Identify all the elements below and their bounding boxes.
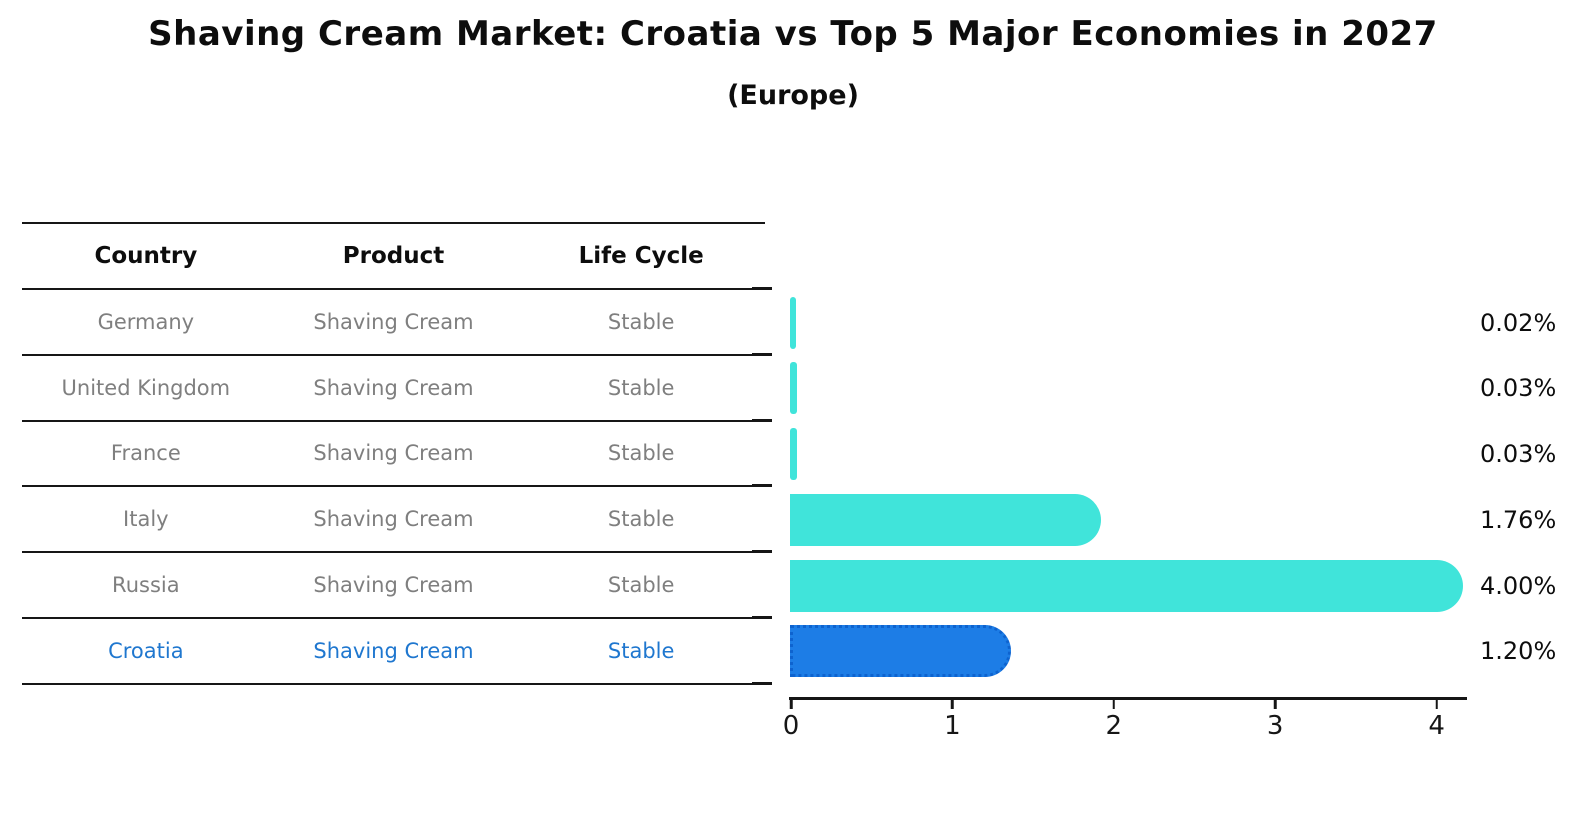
country-cell: France [110, 441, 181, 466]
country-cell: Russia [112, 573, 180, 598]
x-axis-tick [1112, 700, 1116, 709]
product-cell: Shaving Cream [313, 573, 474, 598]
product-cell: Shaving Cream [313, 638, 474, 663]
table-row-france: France Shaving Cream Stable [22, 419, 765, 486]
country-cell: Italy [123, 507, 169, 532]
table-row-russia: Russia Shaving Cream Stable [22, 551, 765, 617]
bar-france [790, 428, 798, 480]
country-cell: Germany [97, 309, 195, 334]
table-row-italy: Italy Shaving Cream Stable [22, 485, 765, 551]
category-boundary-tick [752, 484, 772, 487]
life-cycle-cell: Stable [607, 441, 675, 466]
country-table: Country Product Life Cycle Germany Shavi… [22, 222, 765, 685]
x-axis-tick-label: 0 [782, 711, 800, 741]
table-row-united-kingdom: United Kingdom Shaving Cream Stable [22, 353, 765, 420]
value-label-france: 0.03% [1480, 440, 1557, 468]
page-title: Shaving Cream Market: Croatia vs Top 5 M… [148, 14, 1438, 54]
category-boundary-tick [752, 616, 772, 619]
bar-italy [790, 494, 1102, 546]
category-boundary-tick [752, 682, 772, 685]
life-cycle-cell: Stable [607, 375, 675, 400]
bar-germany [790, 297, 796, 349]
bar-russia [790, 560, 1463, 612]
x-axis-line [789, 697, 1467, 700]
country-cell: Croatia [108, 638, 184, 663]
table-row-germany: Germany Shaving Cream Stable [22, 288, 765, 354]
product-cell: Shaving Cream [313, 441, 474, 466]
col-header-product: Product [342, 243, 445, 269]
x-axis-tick-label: 4 [1428, 711, 1445, 741]
life-cycle-cell: Stable [607, 309, 675, 334]
table-header-row: Country Product Life Cycle [22, 222, 765, 288]
life-cycle-cell: Stable [607, 638, 675, 663]
country-cell: United Kingdom [61, 375, 231, 400]
life-cycle-cell: Stable [607, 507, 675, 532]
category-boundary-tick [752, 353, 772, 356]
x-axis-tick [1435, 700, 1438, 709]
value-label-united-kingdom: 0.03% [1480, 374, 1557, 402]
col-header-life-cycle: Life Cycle [578, 243, 704, 269]
x-axis-tick-label: 2 [1105, 711, 1123, 741]
category-boundary-tick [752, 287, 772, 290]
life-cycle-cell: Stable [607, 573, 675, 598]
bar-united-kingdom [790, 362, 798, 414]
product-cell: Shaving Cream [313, 375, 474, 400]
x-axis-tick [951, 700, 954, 709]
value-label-italy: 1.76% [1480, 506, 1557, 534]
page-subtitle: (Europe) [727, 80, 859, 111]
x-axis-tick [1273, 700, 1277, 709]
product-cell: Shaving Cream [313, 309, 474, 334]
col-header-country: Country [94, 243, 198, 269]
value-label-germany: 0.02% [1480, 309, 1557, 337]
table-row-croatia: Croatia Shaving Cream Stable [22, 616, 765, 683]
x-axis-tick-label: 3 [1266, 711, 1284, 741]
x-axis-tick-label: 1 [944, 711, 961, 741]
bar-croatia [790, 625, 1011, 677]
product-cell: Shaving Cream [313, 507, 474, 532]
category-boundary-tick [752, 550, 772, 553]
value-label-croatia: 1.20% [1480, 637, 1557, 665]
category-boundary-tick [752, 419, 772, 422]
x-axis-tick [789, 700, 793, 709]
value-label-russia: 4.00% [1480, 572, 1557, 600]
